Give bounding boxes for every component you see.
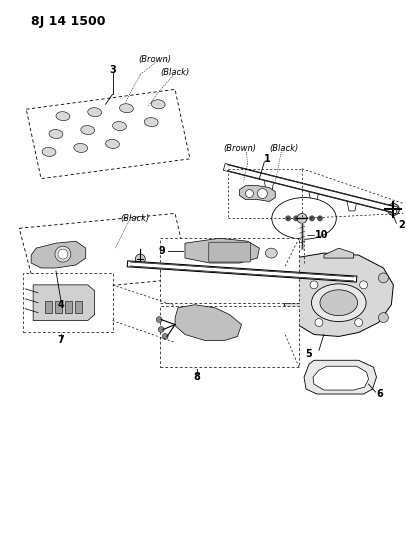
Ellipse shape bbox=[120, 104, 133, 112]
Ellipse shape bbox=[113, 122, 127, 131]
FancyBboxPatch shape bbox=[209, 242, 250, 262]
Circle shape bbox=[317, 215, 323, 221]
Polygon shape bbox=[264, 180, 274, 190]
Circle shape bbox=[55, 246, 71, 262]
Ellipse shape bbox=[151, 100, 165, 109]
Text: (Black): (Black) bbox=[160, 68, 190, 77]
Ellipse shape bbox=[81, 126, 95, 134]
Text: 2: 2 bbox=[398, 220, 405, 230]
Polygon shape bbox=[31, 241, 86, 268]
Circle shape bbox=[354, 319, 363, 327]
Circle shape bbox=[379, 273, 388, 283]
Text: (Black): (Black) bbox=[121, 214, 150, 223]
Circle shape bbox=[257, 189, 267, 198]
Text: 7: 7 bbox=[57, 335, 64, 345]
Polygon shape bbox=[284, 253, 393, 336]
FancyBboxPatch shape bbox=[23, 273, 112, 333]
Text: 8: 8 bbox=[193, 372, 200, 382]
Circle shape bbox=[315, 319, 323, 327]
Polygon shape bbox=[304, 360, 376, 394]
Circle shape bbox=[58, 249, 68, 259]
Polygon shape bbox=[347, 201, 357, 211]
Polygon shape bbox=[309, 191, 319, 201]
FancyBboxPatch shape bbox=[160, 306, 299, 367]
Circle shape bbox=[162, 334, 168, 340]
Circle shape bbox=[310, 281, 318, 289]
Circle shape bbox=[158, 327, 164, 333]
Ellipse shape bbox=[272, 198, 336, 239]
Text: 4: 4 bbox=[57, 300, 64, 310]
Polygon shape bbox=[26, 90, 190, 179]
Ellipse shape bbox=[74, 143, 88, 152]
Circle shape bbox=[245, 190, 254, 198]
Ellipse shape bbox=[144, 118, 158, 127]
Polygon shape bbox=[175, 305, 241, 341]
Polygon shape bbox=[260, 273, 268, 283]
Circle shape bbox=[156, 317, 162, 322]
Ellipse shape bbox=[311, 284, 366, 321]
Text: (Black): (Black) bbox=[269, 144, 299, 154]
Text: 6: 6 bbox=[376, 389, 383, 399]
Polygon shape bbox=[33, 285, 95, 320]
Text: 8J 14 1500: 8J 14 1500 bbox=[31, 15, 106, 28]
Text: (Brown): (Brown) bbox=[223, 144, 256, 154]
Ellipse shape bbox=[56, 112, 70, 120]
Text: (Brown): (Brown) bbox=[139, 55, 172, 64]
FancyBboxPatch shape bbox=[65, 301, 72, 313]
Circle shape bbox=[309, 215, 315, 221]
Circle shape bbox=[297, 213, 307, 223]
Circle shape bbox=[289, 273, 299, 283]
Text: 9: 9 bbox=[158, 246, 165, 256]
Ellipse shape bbox=[42, 148, 56, 156]
Polygon shape bbox=[309, 276, 317, 286]
Circle shape bbox=[360, 281, 368, 289]
Circle shape bbox=[289, 318, 299, 328]
Text: 5: 5 bbox=[306, 349, 313, 359]
Polygon shape bbox=[160, 266, 168, 276]
Polygon shape bbox=[185, 238, 259, 263]
Ellipse shape bbox=[105, 140, 120, 148]
Polygon shape bbox=[211, 270, 219, 280]
Ellipse shape bbox=[49, 130, 63, 139]
Text: 1: 1 bbox=[264, 154, 271, 164]
Circle shape bbox=[136, 254, 145, 264]
FancyBboxPatch shape bbox=[55, 301, 62, 313]
FancyBboxPatch shape bbox=[75, 301, 82, 313]
Polygon shape bbox=[240, 185, 275, 201]
Polygon shape bbox=[324, 248, 354, 258]
Ellipse shape bbox=[320, 290, 358, 316]
Text: 3: 3 bbox=[109, 64, 116, 75]
Circle shape bbox=[285, 215, 291, 221]
Ellipse shape bbox=[88, 108, 102, 117]
Circle shape bbox=[293, 215, 299, 221]
FancyBboxPatch shape bbox=[45, 301, 52, 313]
Circle shape bbox=[301, 215, 307, 221]
Text: 10: 10 bbox=[315, 230, 328, 240]
FancyBboxPatch shape bbox=[160, 238, 299, 303]
Ellipse shape bbox=[265, 248, 277, 258]
Polygon shape bbox=[313, 366, 369, 390]
Circle shape bbox=[387, 204, 399, 215]
Polygon shape bbox=[19, 213, 190, 293]
Circle shape bbox=[379, 313, 388, 322]
